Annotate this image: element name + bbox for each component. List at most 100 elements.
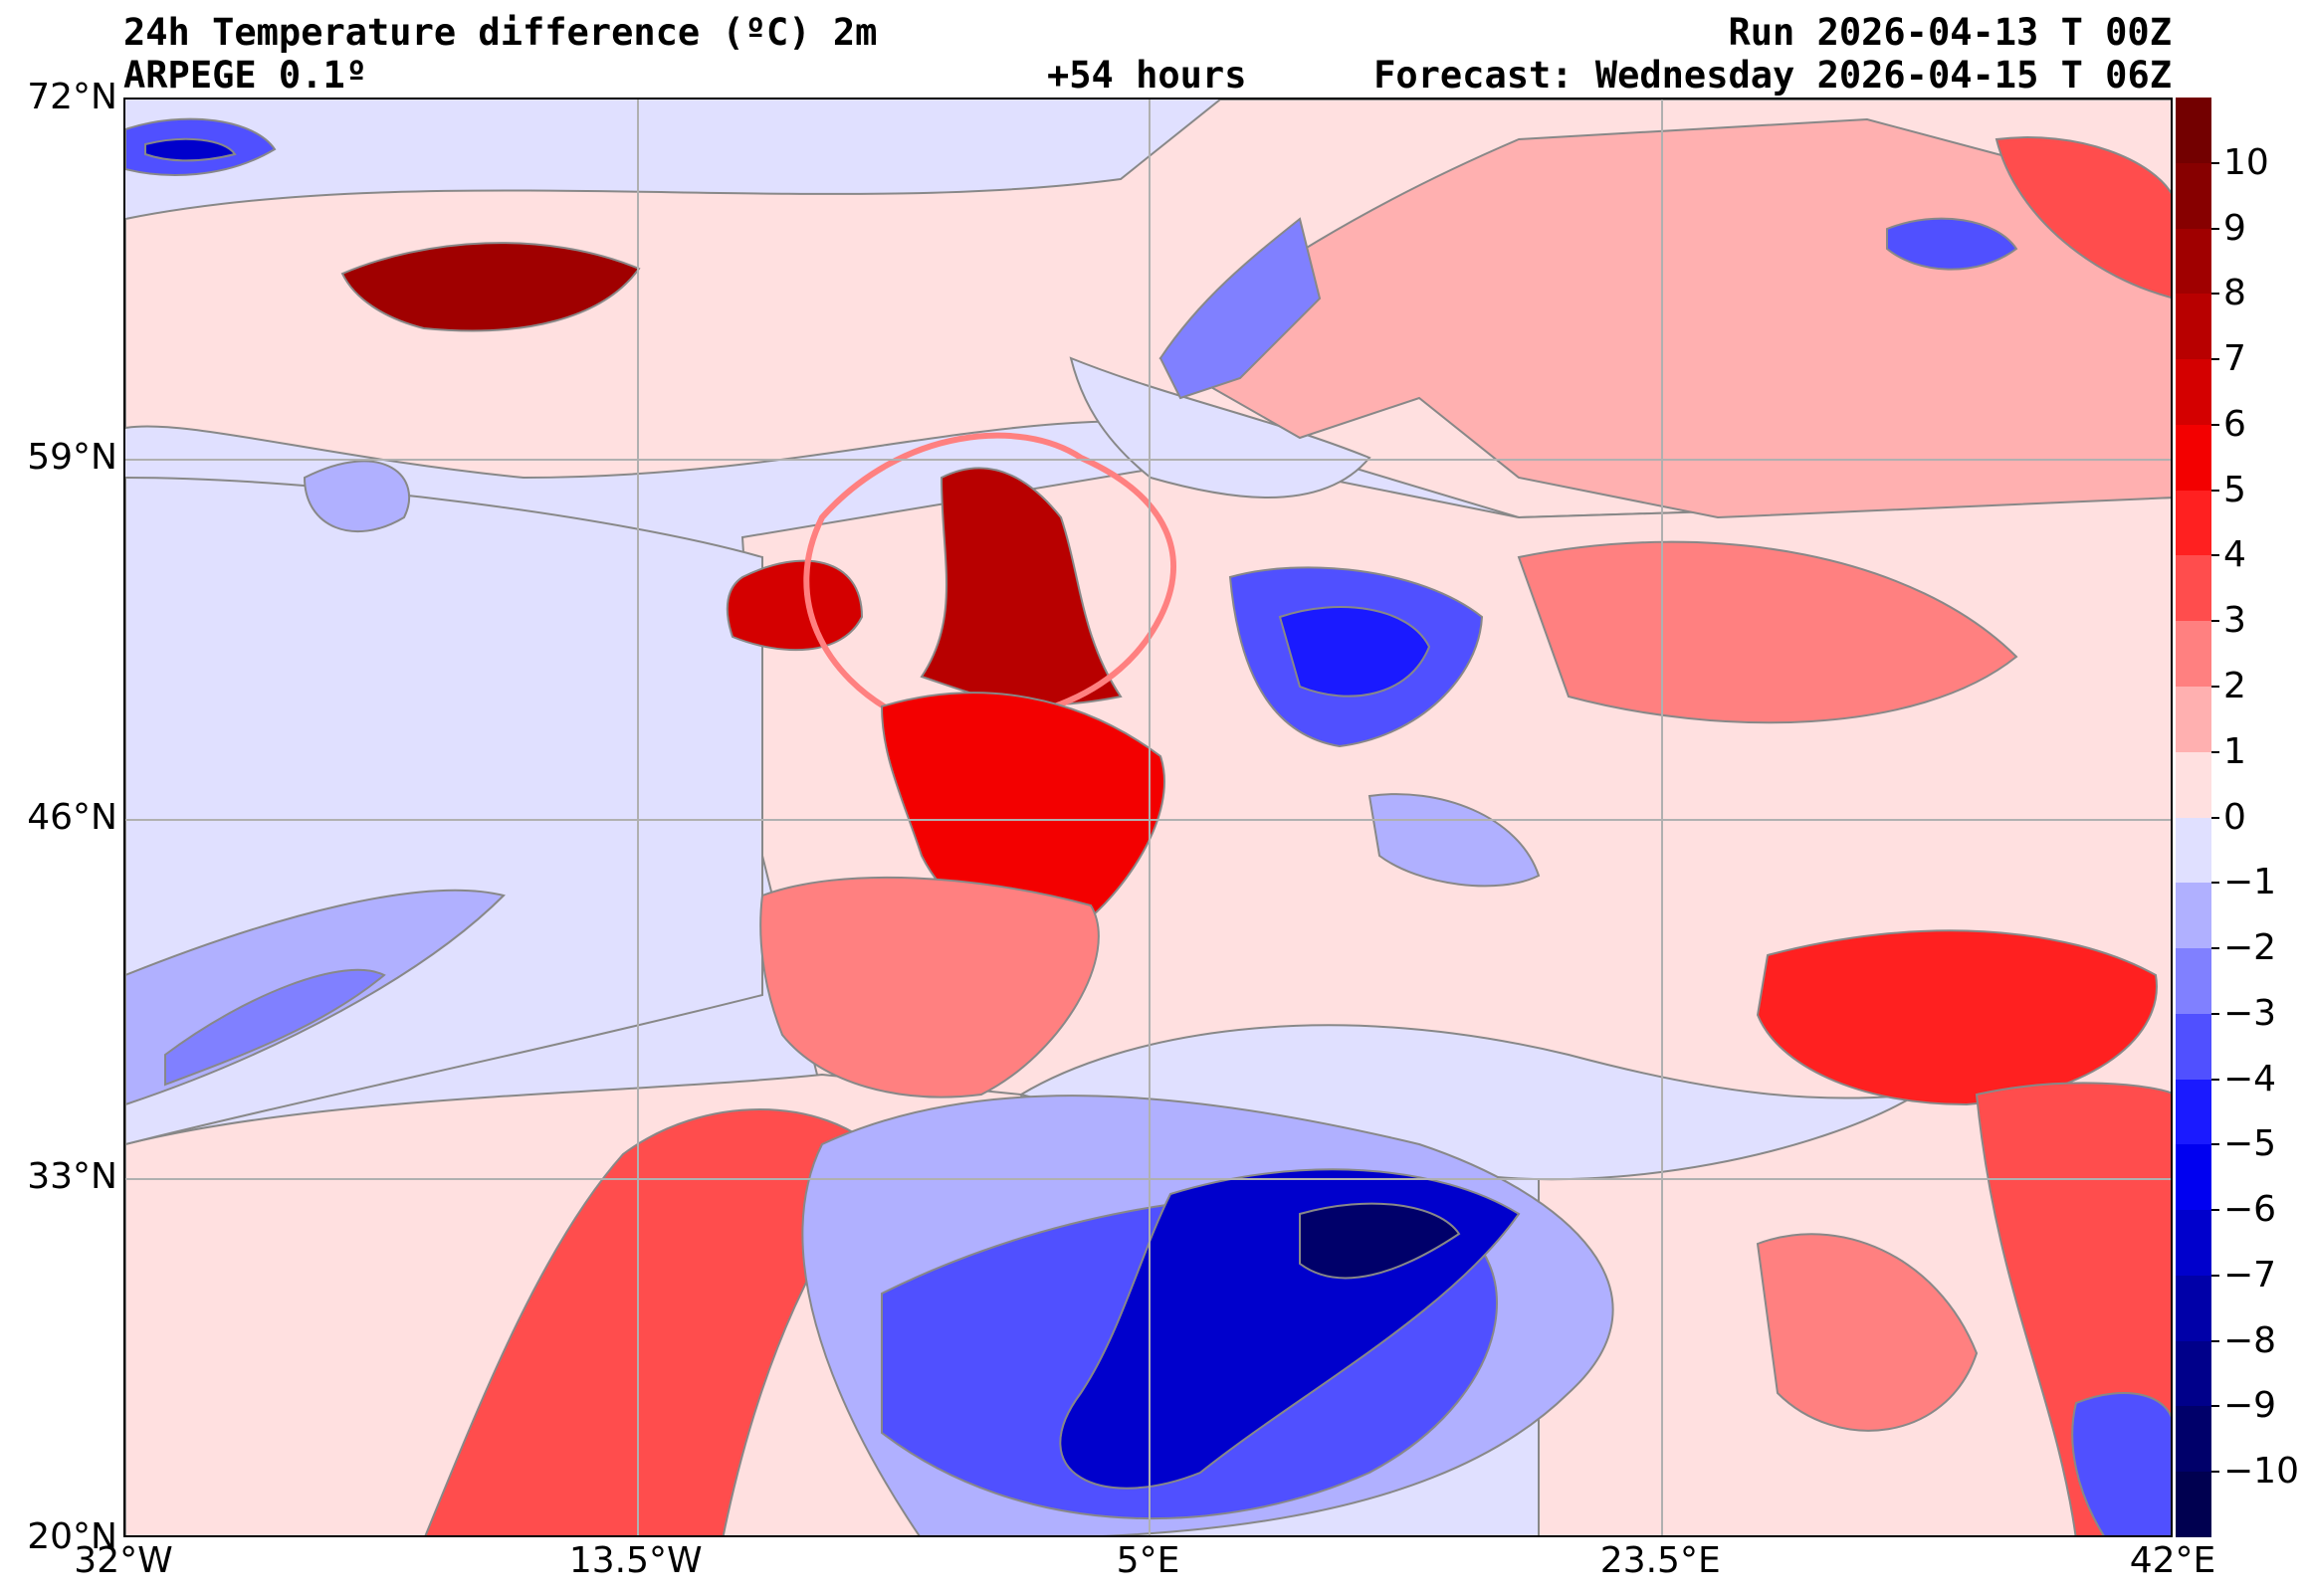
colorbar-tick (2211, 685, 2219, 688)
colorbar-bin (2176, 686, 2211, 753)
colorbar-label: 3 (2223, 600, 2246, 642)
colorbar-label: −9 (2223, 1385, 2277, 1427)
lead-time-label: +54 hours (1047, 54, 1247, 97)
kola-blue (1886, 217, 2018, 271)
iberia (759, 876, 1100, 1098)
egypt-red (1756, 1233, 1979, 1432)
colorbar-label: −10 (2223, 1451, 2299, 1493)
colorbar-tick (2211, 423, 2219, 426)
colorbar-bin (2176, 359, 2211, 426)
atlantic-blue-streak (164, 968, 386, 1087)
y-tick-label: 72°N (27, 77, 117, 117)
greenland-dark (144, 137, 237, 162)
colorbar-tick (2211, 554, 2219, 557)
colorbar-label: 6 (2223, 403, 2246, 445)
colorbar-bin (2176, 1013, 2211, 1081)
colorbar-bin (2176, 1275, 2211, 1342)
colorbar-bin (2176, 490, 2211, 556)
iceland (340, 242, 641, 332)
temperature-map (123, 98, 2173, 1537)
colorbar-label: 10 (2223, 141, 2269, 183)
colorbar-label: −5 (2223, 1123, 2277, 1165)
colorbar-bin (2176, 1340, 2211, 1407)
colorbar-bin (2176, 1472, 2211, 1538)
colorbar-tick (2211, 1405, 2219, 1408)
sahara-darkest (1299, 1202, 1461, 1280)
colorbar-label: −7 (2223, 1254, 2277, 1296)
great-britain (920, 467, 1123, 706)
colorbar-label: −2 (2223, 927, 2277, 969)
chart-title: 24h Temperature difference (ºC) 2m (123, 11, 878, 54)
colorbar-tick (2211, 161, 2219, 164)
colorbar-tick (2211, 620, 2219, 623)
colorbar-label: −8 (2223, 1319, 2277, 1361)
colorbar-tick (2211, 293, 2219, 296)
colorbar-bin (2176, 1210, 2211, 1277)
model-label: ARPEGE 0.1º (123, 54, 368, 97)
colorbar-label: −4 (2223, 1058, 2277, 1099)
north-sea (1069, 356, 1371, 499)
colorbar-tick (2211, 816, 2219, 819)
uk-halo (803, 432, 1176, 725)
russia-north-red (1994, 136, 2171, 299)
x-tick-label: 23.5°E (1599, 1540, 1721, 1581)
colorbar-label: −3 (2223, 992, 2277, 1034)
colorbar-bin (2176, 1079, 2211, 1145)
colorbar-bin (2176, 424, 2211, 492)
colorbar-bin (2176, 555, 2211, 622)
arabia-blue (2071, 1392, 2171, 1535)
colorbar-label: 8 (2223, 273, 2246, 314)
colorbar-label: 5 (2223, 469, 2246, 510)
colorbar-tick (2211, 489, 2219, 492)
colorbar-bin (2176, 98, 2211, 164)
colorbar-label: 2 (2223, 665, 2246, 706)
x-tick-label: 13.5°W (568, 1540, 703, 1581)
colorbar-tick (2211, 358, 2219, 361)
y-tick-label: 59°N (27, 436, 117, 478)
colorbar-bin (2176, 751, 2211, 818)
colorbar-tick (2211, 227, 2219, 230)
colorbar-label: 0 (2223, 796, 2246, 838)
colorbar-label: 1 (2223, 730, 2246, 772)
ireland (726, 559, 864, 652)
x-tick-label: 32°W (74, 1540, 173, 1581)
colorbar-tick (2211, 1471, 2219, 1474)
colorbar-label: 7 (2223, 338, 2246, 380)
colorbar-label: −1 (2223, 862, 2277, 903)
norway-coast-blue (1158, 217, 1322, 400)
forecast-label: Forecast: Wednesday 2026-04-15 T 06Z (1373, 54, 2172, 97)
colorbar (2176, 98, 2211, 1538)
y-tick-label: 46°N (27, 796, 117, 838)
colorbar-bin (2176, 1144, 2211, 1211)
run-label: Run 2026-04-13 T 00Z (1728, 11, 2172, 54)
colorbar-bin (2176, 621, 2211, 688)
colorbar-bin (2176, 817, 2211, 884)
colorbar-bin (2176, 162, 2211, 230)
colorbar-bin (2176, 228, 2211, 295)
map-field (125, 100, 2171, 1535)
grid-lines (125, 100, 2171, 1535)
x-tick-label: 42°E (2129, 1540, 2216, 1581)
atlantic-blue-spot (303, 460, 410, 533)
colorbar-tick (2211, 947, 2219, 950)
colorbar-label: 9 (2223, 207, 2246, 249)
colorbar-tick (2211, 1209, 2219, 1212)
eastern-europe-red (1517, 540, 2018, 724)
colorbar-tick (2211, 1012, 2219, 1015)
morocco (424, 1108, 884, 1535)
colorbar-label: 4 (2223, 534, 2246, 576)
x-tick-label: 5°E (1116, 1540, 1180, 1581)
colorbar-bin (2176, 948, 2211, 1015)
y-tick-label: 33°N (27, 1156, 117, 1198)
colorbar-bin (2176, 1406, 2211, 1473)
colorbar-bin (2176, 883, 2211, 949)
colorbar-tick (2211, 1078, 2219, 1081)
colorbar-tick (2211, 1274, 2219, 1277)
colorbar-tick (2211, 1143, 2219, 1146)
germany-core (1278, 606, 1431, 698)
colorbar-bin (2176, 294, 2211, 360)
colorbar-tick (2211, 1339, 2219, 1342)
colorbar-label: −6 (2223, 1189, 2277, 1231)
colorbar-tick (2211, 750, 2219, 753)
balkans-light-blue (1367, 793, 1541, 888)
